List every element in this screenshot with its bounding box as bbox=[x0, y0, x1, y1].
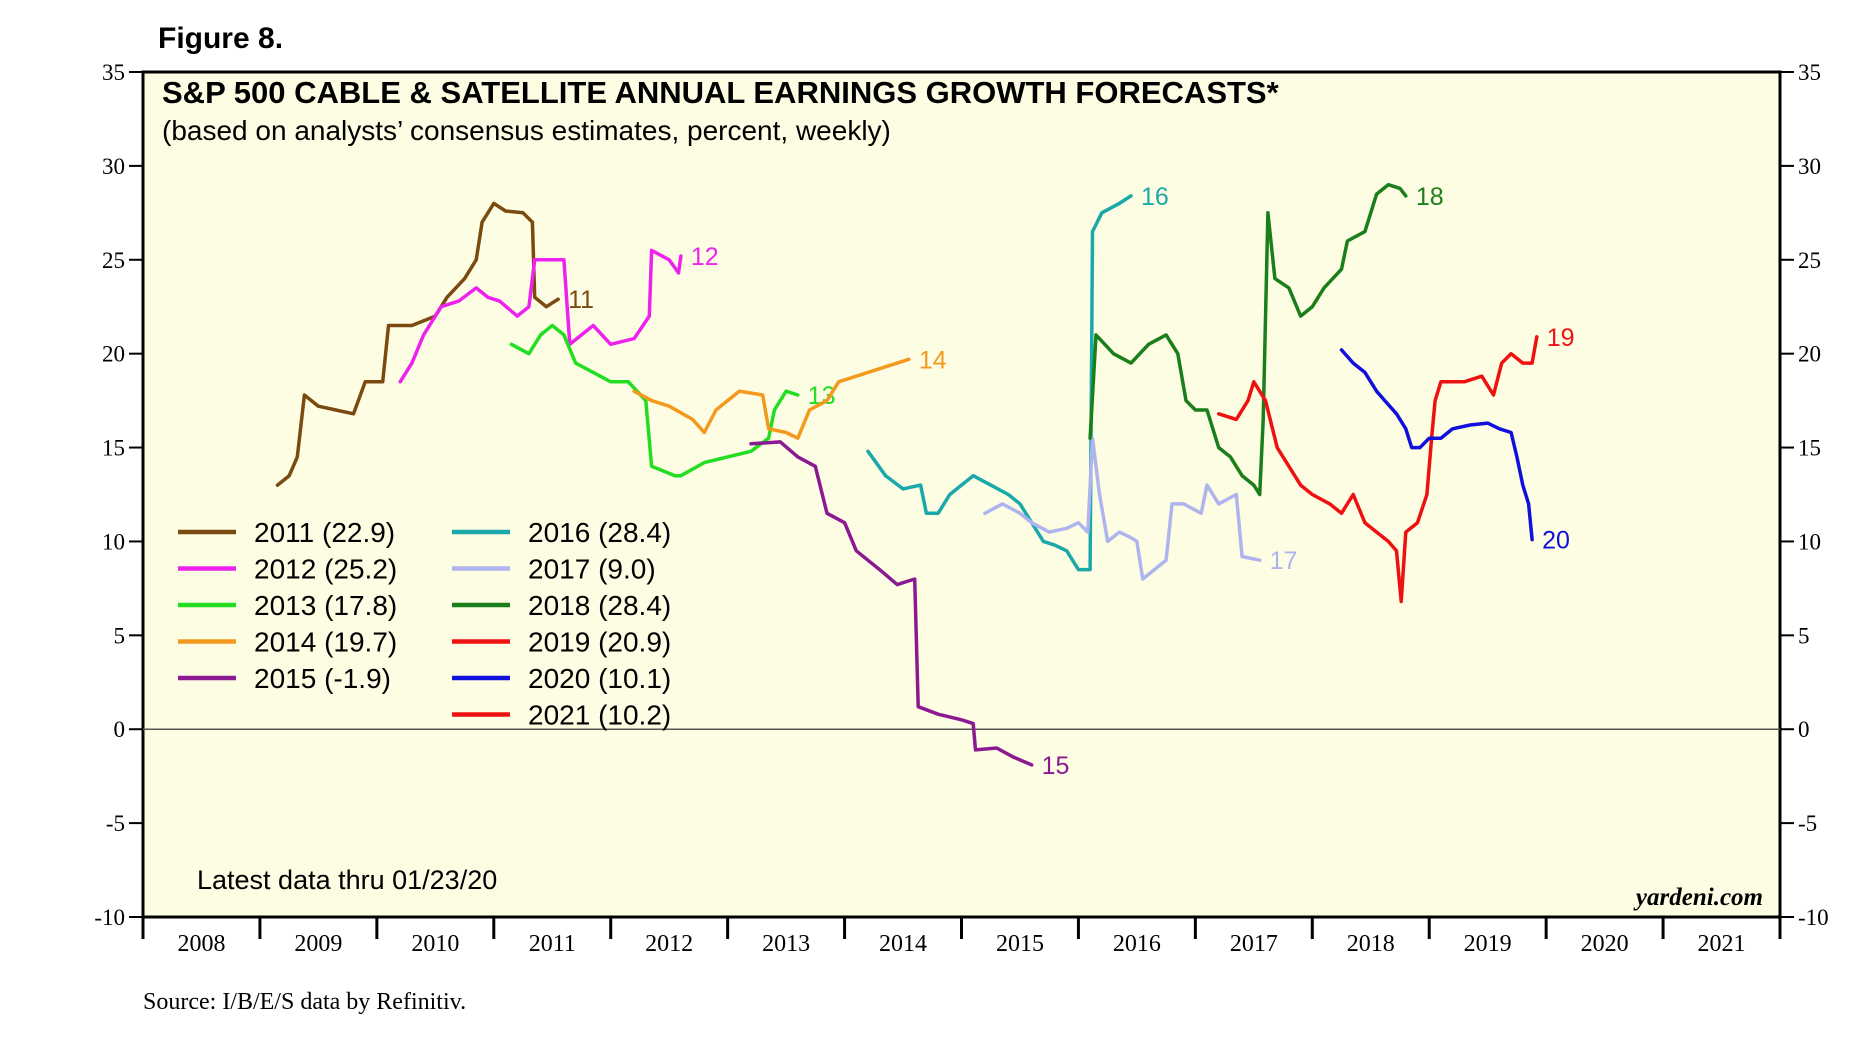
figure-label: Figure 8. bbox=[158, 22, 283, 55]
series-line-2015 bbox=[749, 440, 1034, 767]
series-end-label-2017: 17 bbox=[1270, 547, 1298, 575]
latest-data-note: Latest data thru 01/23/20 bbox=[197, 865, 497, 895]
series-end-label-2014: 14 bbox=[919, 346, 947, 374]
legend-label: 2014 (19.7) bbox=[254, 627, 397, 658]
y-tick-label-right: -5 bbox=[1798, 811, 1817, 836]
x-tick-label: 2009 bbox=[294, 931, 342, 957]
x-tick-label: 2011 bbox=[529, 931, 576, 957]
series-end-label-2012: 12 bbox=[691, 243, 719, 271]
y-tick-label-right: 25 bbox=[1798, 248, 1821, 273]
y-tick-label-left: 25 bbox=[102, 248, 125, 273]
x-tick-label: 2015 bbox=[996, 931, 1044, 957]
legend-label: 2013 (17.8) bbox=[254, 590, 397, 621]
x-tick-label: 2019 bbox=[1464, 931, 1512, 957]
series-line-2017 bbox=[983, 436, 1262, 581]
brand-watermark: yardeni.com bbox=[1633, 884, 1763, 911]
y-tick-label-left: 15 bbox=[102, 436, 125, 461]
legend-label: 2017 (9.0) bbox=[528, 554, 656, 585]
y-axis-left: 35 30 25 20 15 10 5 0 -5 -10 bbox=[94, 60, 143, 930]
y-tick-label-right: 5 bbox=[1798, 623, 1810, 648]
y-tick-label-right: 30 bbox=[1798, 154, 1821, 179]
x-tick-label: 2013 bbox=[762, 931, 810, 957]
x-tick-label: 2012 bbox=[645, 931, 693, 957]
y-tick-label-left: 30 bbox=[102, 154, 125, 179]
legend-label: 2019 (20.9) bbox=[528, 627, 671, 658]
legend: 2011 (22.9) 2012 (25.2) 2013 (17.8) 2014 (1… bbox=[178, 517, 671, 731]
y-tick-label-left: 0 bbox=[114, 717, 126, 742]
y-tick-label-right: 35 bbox=[1798, 60, 1821, 85]
x-tick-label: 2020 bbox=[1581, 931, 1629, 957]
y-tick-label-right: -10 bbox=[1798, 905, 1829, 930]
x-tick-label: 2010 bbox=[411, 931, 459, 957]
series-end-label-2015: 15 bbox=[1042, 752, 1070, 780]
legend-label: 2012 (25.2) bbox=[254, 554, 397, 585]
legend-label: 2011 (22.9) bbox=[254, 517, 395, 548]
legend-label: 2015 (-1.9) bbox=[254, 663, 391, 694]
series-end-label-2011: 11 bbox=[568, 286, 594, 314]
chart-subtitle: (based on analysts’ consensus estimates,… bbox=[162, 115, 891, 146]
legend-label: 2021 (10.2) bbox=[528, 700, 671, 731]
series-end-label-2016: 16 bbox=[1141, 183, 1169, 211]
series-end-label-2020: 20 bbox=[1542, 527, 1570, 555]
x-tick-label: 2016 bbox=[1113, 931, 1161, 957]
y-tick-label-right: 20 bbox=[1798, 342, 1821, 367]
y-axis-right: 35 30 25 20 15 10 5 0 -5 -10 bbox=[1780, 60, 1829, 930]
x-tick-label: 2008 bbox=[177, 931, 225, 957]
x-tick-label: 2018 bbox=[1347, 931, 1395, 957]
x-tick-label: 2021 bbox=[1698, 931, 1746, 957]
series-end-label-2019: 19 bbox=[1547, 324, 1575, 352]
series-line-2014 bbox=[632, 357, 911, 440]
legend-label: 2018 (28.4) bbox=[528, 590, 671, 621]
legend-label: 2016 (28.4) bbox=[528, 517, 671, 548]
y-tick-label-left: 20 bbox=[102, 342, 125, 367]
series-line-2019 bbox=[1216, 335, 1539, 604]
plot-area bbox=[141, 70, 1782, 919]
y-tick-label-left: 5 bbox=[114, 623, 126, 648]
x-tick-label: 2014 bbox=[879, 931, 927, 957]
series-line-2012 bbox=[398, 248, 683, 384]
series-line-2013 bbox=[509, 323, 800, 478]
chart-title: S&P 500 CABLE & SATELLITE ANNUAL EARNING… bbox=[162, 75, 1280, 110]
x-tick-label: 2017 bbox=[1230, 931, 1278, 957]
y-tick-label-right: 0 bbox=[1798, 717, 1810, 742]
series-line-2020 bbox=[1339, 348, 1534, 542]
y-tick-label-left: -10 bbox=[94, 905, 125, 930]
y-tick-label-left: 10 bbox=[102, 529, 125, 554]
x-axis: 2008 2009 2010 2011 2012 2013 2014 2015 2016 2017… bbox=[141, 917, 1782, 957]
y-tick-label-left: -5 bbox=[106, 811, 125, 836]
series-end-label-2018: 18 bbox=[1416, 183, 1444, 211]
y-tick-label-left: 35 bbox=[102, 60, 125, 85]
y-tick-label-right: 15 bbox=[1798, 436, 1821, 461]
y-tick-label-right: 10 bbox=[1798, 529, 1821, 554]
legend-label: 2020 (10.1) bbox=[528, 663, 671, 694]
source-note: Source: I/B/E/S data by Refinitiv. bbox=[143, 989, 466, 1015]
series-line-2018 bbox=[1088, 182, 1408, 497]
